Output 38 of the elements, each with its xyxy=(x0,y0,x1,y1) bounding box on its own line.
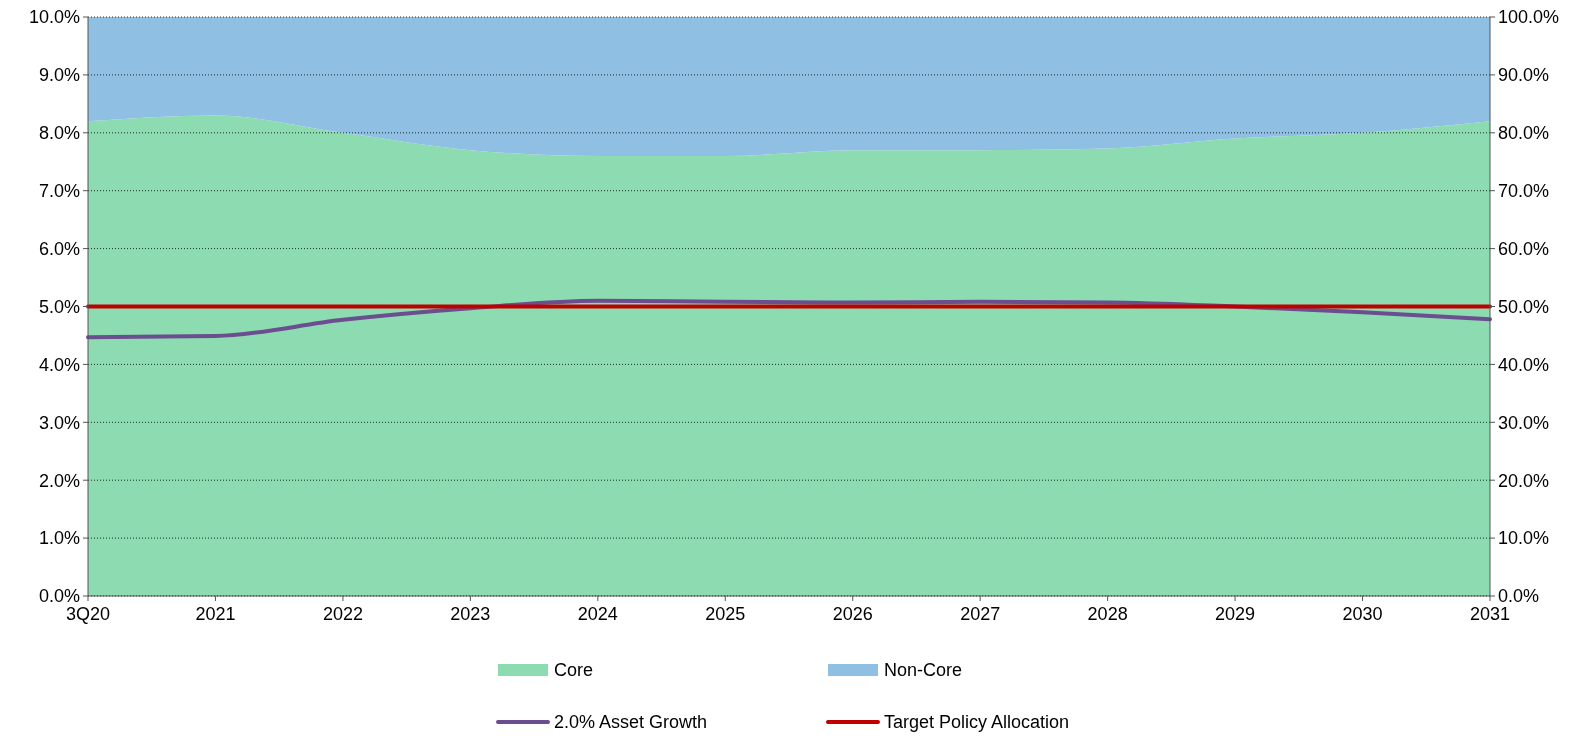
y-tick-label: 1.0% xyxy=(38,528,80,549)
y2-tick-label: 20.0% xyxy=(1498,470,1550,491)
x-tick-label: 2030 xyxy=(1342,604,1383,624)
y-tick-label: 8.0% xyxy=(38,123,80,144)
y-tick-label: 7.0% xyxy=(38,181,80,201)
legend-label: 2.0% Asset Growth xyxy=(554,712,708,733)
y2-tick-label: 90.0% xyxy=(1498,65,1550,86)
y-tick-label: 9.0% xyxy=(38,65,80,86)
y-tick-label: 3.0% xyxy=(38,412,80,433)
legend-label: Core xyxy=(554,660,594,681)
y-tick-label: 6.0% xyxy=(38,238,80,259)
x-tick-label: 2022 xyxy=(322,604,363,624)
x-tick-label: 2028 xyxy=(1087,604,1128,624)
y-tick-label: 0.0% xyxy=(38,586,80,607)
x-tick-label: 2029 xyxy=(1215,604,1256,624)
x-tick-label: 3Q20 xyxy=(65,604,111,624)
x-tick-label: 2021 xyxy=(195,604,236,624)
y-tick-label: 4.0% xyxy=(38,354,80,375)
legend-label: Target Policy Allocation xyxy=(884,712,1070,733)
x-tick-label: 2026 xyxy=(832,604,873,624)
y2-tick-label: 50.0% xyxy=(1498,296,1550,317)
x-tick-label: 2027 xyxy=(960,604,1001,624)
y2-tick-label: 70.0% xyxy=(1498,181,1550,201)
x-tick-label: 2031 xyxy=(1469,604,1511,624)
y2-tick-label: 60.0% xyxy=(1498,238,1550,259)
y-tick-label: 2.0% xyxy=(38,470,80,491)
y2-tick-label: 80.0% xyxy=(1498,123,1550,144)
x-tick-label: 2025 xyxy=(705,604,746,624)
y-tick-label: 5.0% xyxy=(38,296,80,317)
x-tick-label: 2024 xyxy=(577,604,618,624)
y2-tick-label: 10.0% xyxy=(1498,528,1550,549)
y-tick-label: 10.0% xyxy=(28,7,80,28)
y2-tick-label: 30.0% xyxy=(1498,412,1550,433)
x-tick-label: 2023 xyxy=(450,604,491,624)
legend-label: Non-Core xyxy=(884,660,963,681)
y2-tick-label: 0.0% xyxy=(1498,586,1540,607)
y2-tick-label: 100.0% xyxy=(1498,7,1560,28)
y2-tick-label: 40.0% xyxy=(1498,354,1550,375)
